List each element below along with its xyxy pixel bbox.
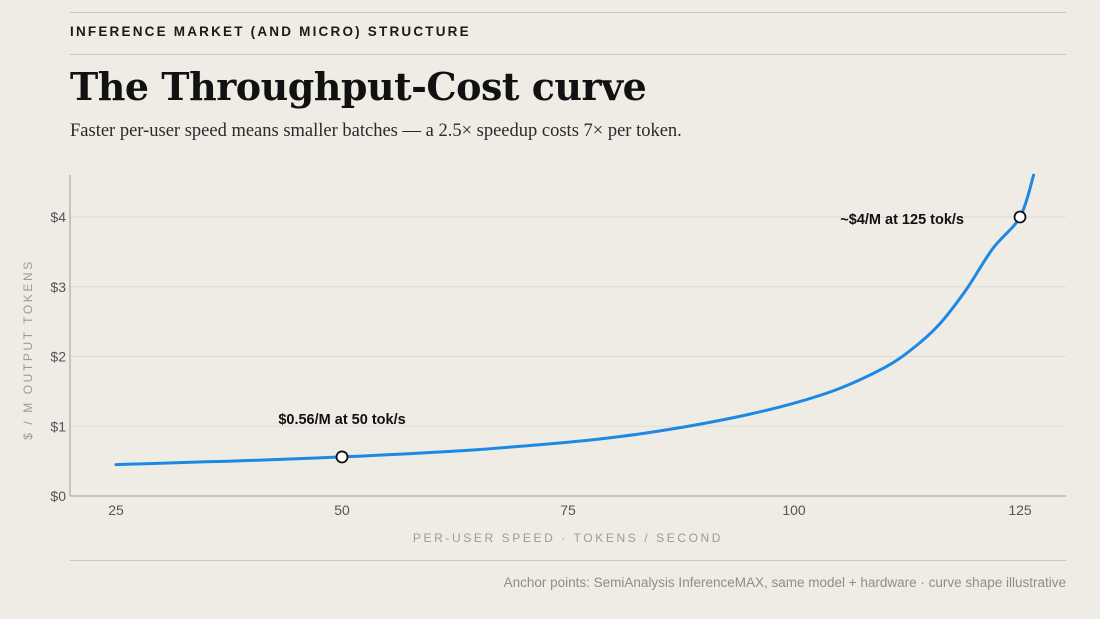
cost-curve-line [114,173,1036,467]
y-tick-label: $4 [50,209,66,225]
x-tick-label: 125 [1008,502,1032,518]
y-tick-label: $0 [50,488,66,504]
page-title: The Throughput-Cost curve [70,64,647,109]
x-axis-title: PER-USER SPEED · TOKENS / SECOND [413,531,723,545]
axes: $0 $1 $2 $3 $4 25 50 75 100 125 [50,175,1066,518]
y-tick-label: $1 [50,418,66,434]
x-tick-label: 75 [560,502,576,518]
kicker: INFERENCE MARKET (AND MICRO) STRUCTURE [70,24,471,39]
grid-lines [70,216,1066,427]
x-tick-label: 100 [782,502,806,518]
top-rule [70,12,1066,13]
x-tick-label: 50 [334,502,350,518]
anchor-point-label: $0.56/M at 50 tok/s [278,412,405,428]
anchor-point-label: ~$4/M at 125 tok/s [840,212,964,228]
anchor-point-marker [335,450,349,464]
y-tick-label: $2 [50,349,66,365]
source-footnote: Anchor points: SemiAnalysis InferenceMAX… [503,575,1066,590]
anchor-point-marker [1013,210,1027,224]
annotations: $0.56/M at 50 tok/s ~$4/M at 125 tok/s [278,210,1027,464]
page-subtitle: Faster per-user speed means smaller batc… [70,121,682,141]
footer-rule [70,560,1066,561]
y-axis-title: $ / M OUTPUT TOKENS [21,259,35,440]
kicker-rule [70,54,1066,55]
y-tick-label: $3 [50,279,66,295]
x-tick-label: 25 [108,502,124,518]
